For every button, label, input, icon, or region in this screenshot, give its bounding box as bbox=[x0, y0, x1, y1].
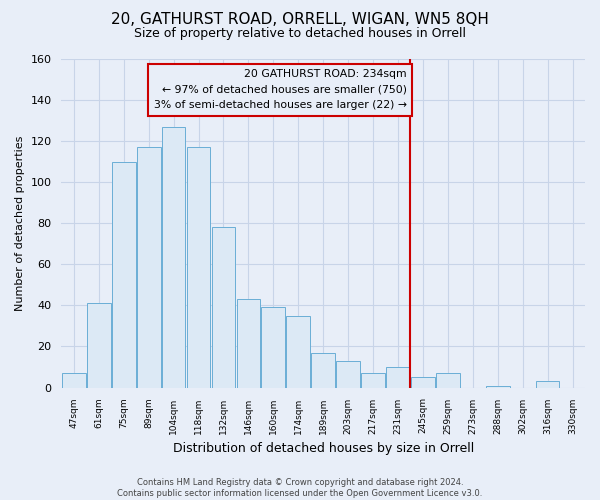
Bar bbox=[87, 304, 110, 388]
Bar bbox=[486, 386, 509, 388]
Bar bbox=[236, 300, 260, 388]
Bar bbox=[311, 352, 335, 388]
Text: Contains HM Land Registry data © Crown copyright and database right 2024.
Contai: Contains HM Land Registry data © Crown c… bbox=[118, 478, 482, 498]
Bar bbox=[212, 228, 235, 388]
Bar bbox=[112, 162, 136, 388]
Bar bbox=[536, 382, 559, 388]
Text: Size of property relative to detached houses in Orrell: Size of property relative to detached ho… bbox=[134, 28, 466, 40]
Bar bbox=[436, 373, 460, 388]
Bar bbox=[286, 316, 310, 388]
Bar bbox=[187, 148, 211, 388]
Bar bbox=[262, 308, 285, 388]
X-axis label: Distribution of detached houses by size in Orrell: Distribution of detached houses by size … bbox=[173, 442, 474, 455]
Text: 20, GATHURST ROAD, ORRELL, WIGAN, WN5 8QH: 20, GATHURST ROAD, ORRELL, WIGAN, WN5 8Q… bbox=[111, 12, 489, 28]
Bar bbox=[162, 127, 185, 388]
Bar bbox=[62, 373, 86, 388]
Y-axis label: Number of detached properties: Number of detached properties bbox=[15, 136, 25, 311]
Text: 20 GATHURST ROAD: 234sqm
← 97% of detached houses are smaller (750)
3% of semi-d: 20 GATHURST ROAD: 234sqm ← 97% of detach… bbox=[154, 70, 407, 110]
Bar bbox=[137, 148, 161, 388]
Bar bbox=[386, 367, 410, 388]
Bar bbox=[411, 378, 435, 388]
Bar bbox=[336, 361, 360, 388]
Bar bbox=[361, 373, 385, 388]
